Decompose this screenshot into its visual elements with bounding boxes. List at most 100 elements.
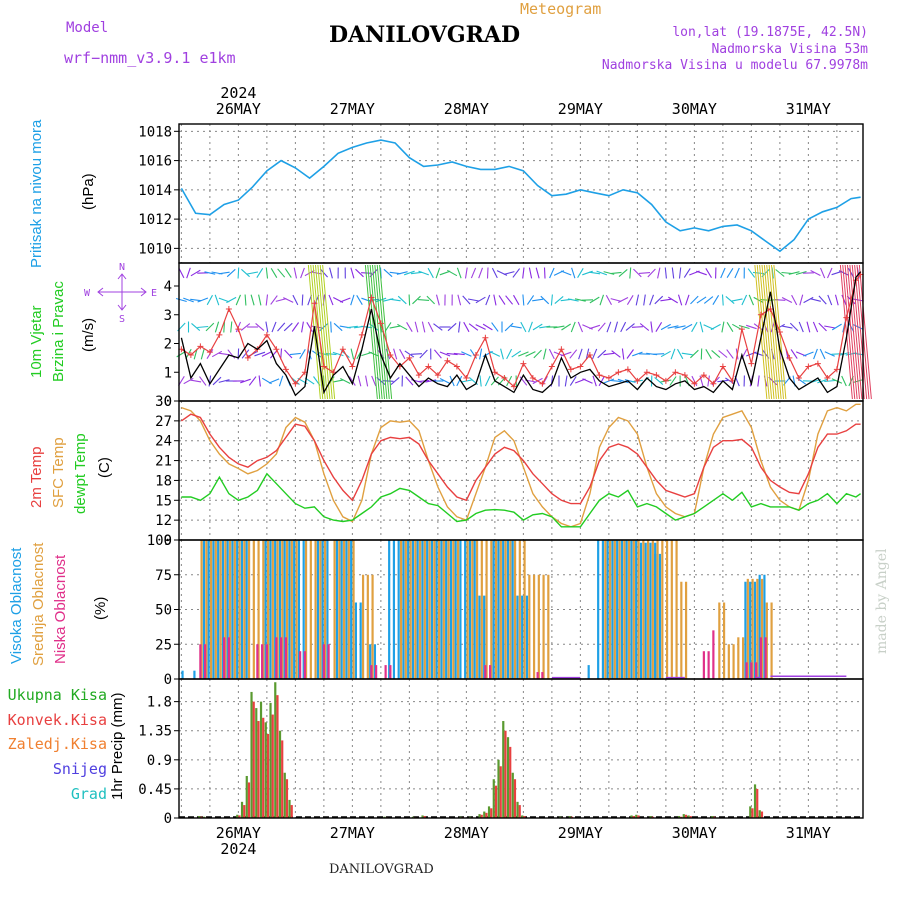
total-precip-bar <box>278 730 282 818</box>
total-precip-bar <box>521 815 524 818</box>
wind-burst-line <box>847 264 860 400</box>
wind-burst-line <box>374 264 388 400</box>
wind-vector <box>496 270 508 276</box>
wind-vector <box>226 268 236 278</box>
top-day-label: 29MAY <box>558 100 603 118</box>
wind-vector <box>241 268 250 278</box>
wind-vector <box>384 322 392 332</box>
wind-gust-marker <box>320 363 327 370</box>
wind-vector <box>446 352 458 356</box>
convective-precip-bar <box>637 815 640 818</box>
temp-tick-label: 15 <box>155 493 172 509</box>
total-precip-bar <box>283 772 286 818</box>
wind-vector <box>671 267 675 279</box>
wind-vector <box>410 353 423 355</box>
wind-vector <box>270 295 278 305</box>
wind-vector <box>757 375 760 387</box>
wind-gust-marker <box>415 372 422 379</box>
legend-convective-precip: Konvek.Kisa <box>7 711 107 729</box>
wind-gust-marker <box>206 349 213 356</box>
top-day-label: 26MAY <box>216 100 261 118</box>
wind-vector <box>505 295 514 305</box>
wind-vector <box>418 379 430 383</box>
wind-vector <box>214 294 220 306</box>
wind-gust-marker <box>520 360 527 367</box>
dew-temp-line <box>181 472 862 528</box>
wind-vector <box>389 298 401 302</box>
wind-vector <box>650 321 653 333</box>
wind-vector <box>439 270 451 276</box>
bottom-day-label: 28MAY <box>444 824 489 842</box>
wind-vector <box>275 298 287 302</box>
footer-station: DANILOVGRAD <box>329 862 434 877</box>
wind-vector <box>396 271 408 275</box>
wind-vector <box>540 295 550 305</box>
wind-vector <box>834 294 839 306</box>
wind-vector <box>464 267 468 279</box>
wind-vector <box>506 375 513 387</box>
wind-vector <box>244 294 247 306</box>
wind-vector <box>838 351 850 357</box>
total-precip-bar <box>506 737 510 818</box>
precip-tick-label: 0.45 <box>138 782 172 798</box>
bottom-day-label: 29MAY <box>558 824 603 842</box>
pressure-frame <box>178 123 864 264</box>
wind-vector <box>752 271 765 275</box>
wind-vector <box>629 267 632 279</box>
wind-vector <box>711 349 721 359</box>
wind-vector <box>824 379 836 383</box>
wind-burst-line <box>763 264 777 400</box>
total-precip-bar <box>264 722 267 818</box>
wind-vector <box>643 294 646 306</box>
wind-gust-marker <box>748 360 755 367</box>
wind-vector <box>218 271 230 275</box>
wind-gust-marker <box>444 357 451 364</box>
wind-vector <box>819 267 826 279</box>
wind-vector <box>271 321 277 333</box>
wind-vector <box>526 295 535 305</box>
pressure-tick-label: 1010 <box>138 241 172 257</box>
wind-vector <box>812 321 819 333</box>
legend-snow: Snijeg <box>52 760 107 778</box>
wind-gust-marker <box>377 320 384 327</box>
wind-vector <box>635 294 640 306</box>
top-day-label: 27MAY <box>330 100 375 118</box>
wind-vector <box>397 295 407 305</box>
wind-gust-marker <box>225 306 232 312</box>
total-precip-bar <box>682 814 685 818</box>
bottom-day-label: 30MAY <box>672 824 717 842</box>
convective-precip-bar <box>518 805 521 818</box>
wind-vector <box>597 349 607 359</box>
meteogram-label: Meteogram <box>520 0 602 18</box>
wind-vector <box>427 267 434 279</box>
wind-gust-marker <box>216 331 223 338</box>
wind-vector <box>255 322 265 332</box>
wind-vector <box>674 325 686 329</box>
wind-vector <box>301 321 304 333</box>
wind-vector <box>408 294 411 306</box>
wind-vector <box>664 267 667 279</box>
wind-gust-marker <box>282 366 289 373</box>
wind-gust-marker <box>491 369 498 376</box>
total-precip-bar <box>758 810 761 818</box>
wind-vector <box>399 348 406 360</box>
wind-vector <box>710 323 721 331</box>
wind-vector <box>775 269 785 277</box>
wind-vector <box>818 295 827 305</box>
wind-gust-marker <box>358 331 365 338</box>
wind-vector <box>278 375 284 387</box>
wind-vector <box>230 321 233 333</box>
wind-vector <box>265 294 269 306</box>
wind-gust-marker <box>406 354 413 361</box>
wind-gust-marker <box>510 383 517 390</box>
legend-total-precip: Ukupna Kisa <box>7 686 107 704</box>
wind-vector <box>826 267 833 279</box>
wind-vector <box>475 296 486 304</box>
wind-vector <box>240 323 251 331</box>
wind-vector <box>506 348 513 360</box>
wind-vector <box>813 348 818 360</box>
total-precip-bar <box>749 806 752 818</box>
wind-vector <box>603 352 615 356</box>
wind-vector <box>535 267 540 279</box>
wind-vector <box>350 267 355 279</box>
